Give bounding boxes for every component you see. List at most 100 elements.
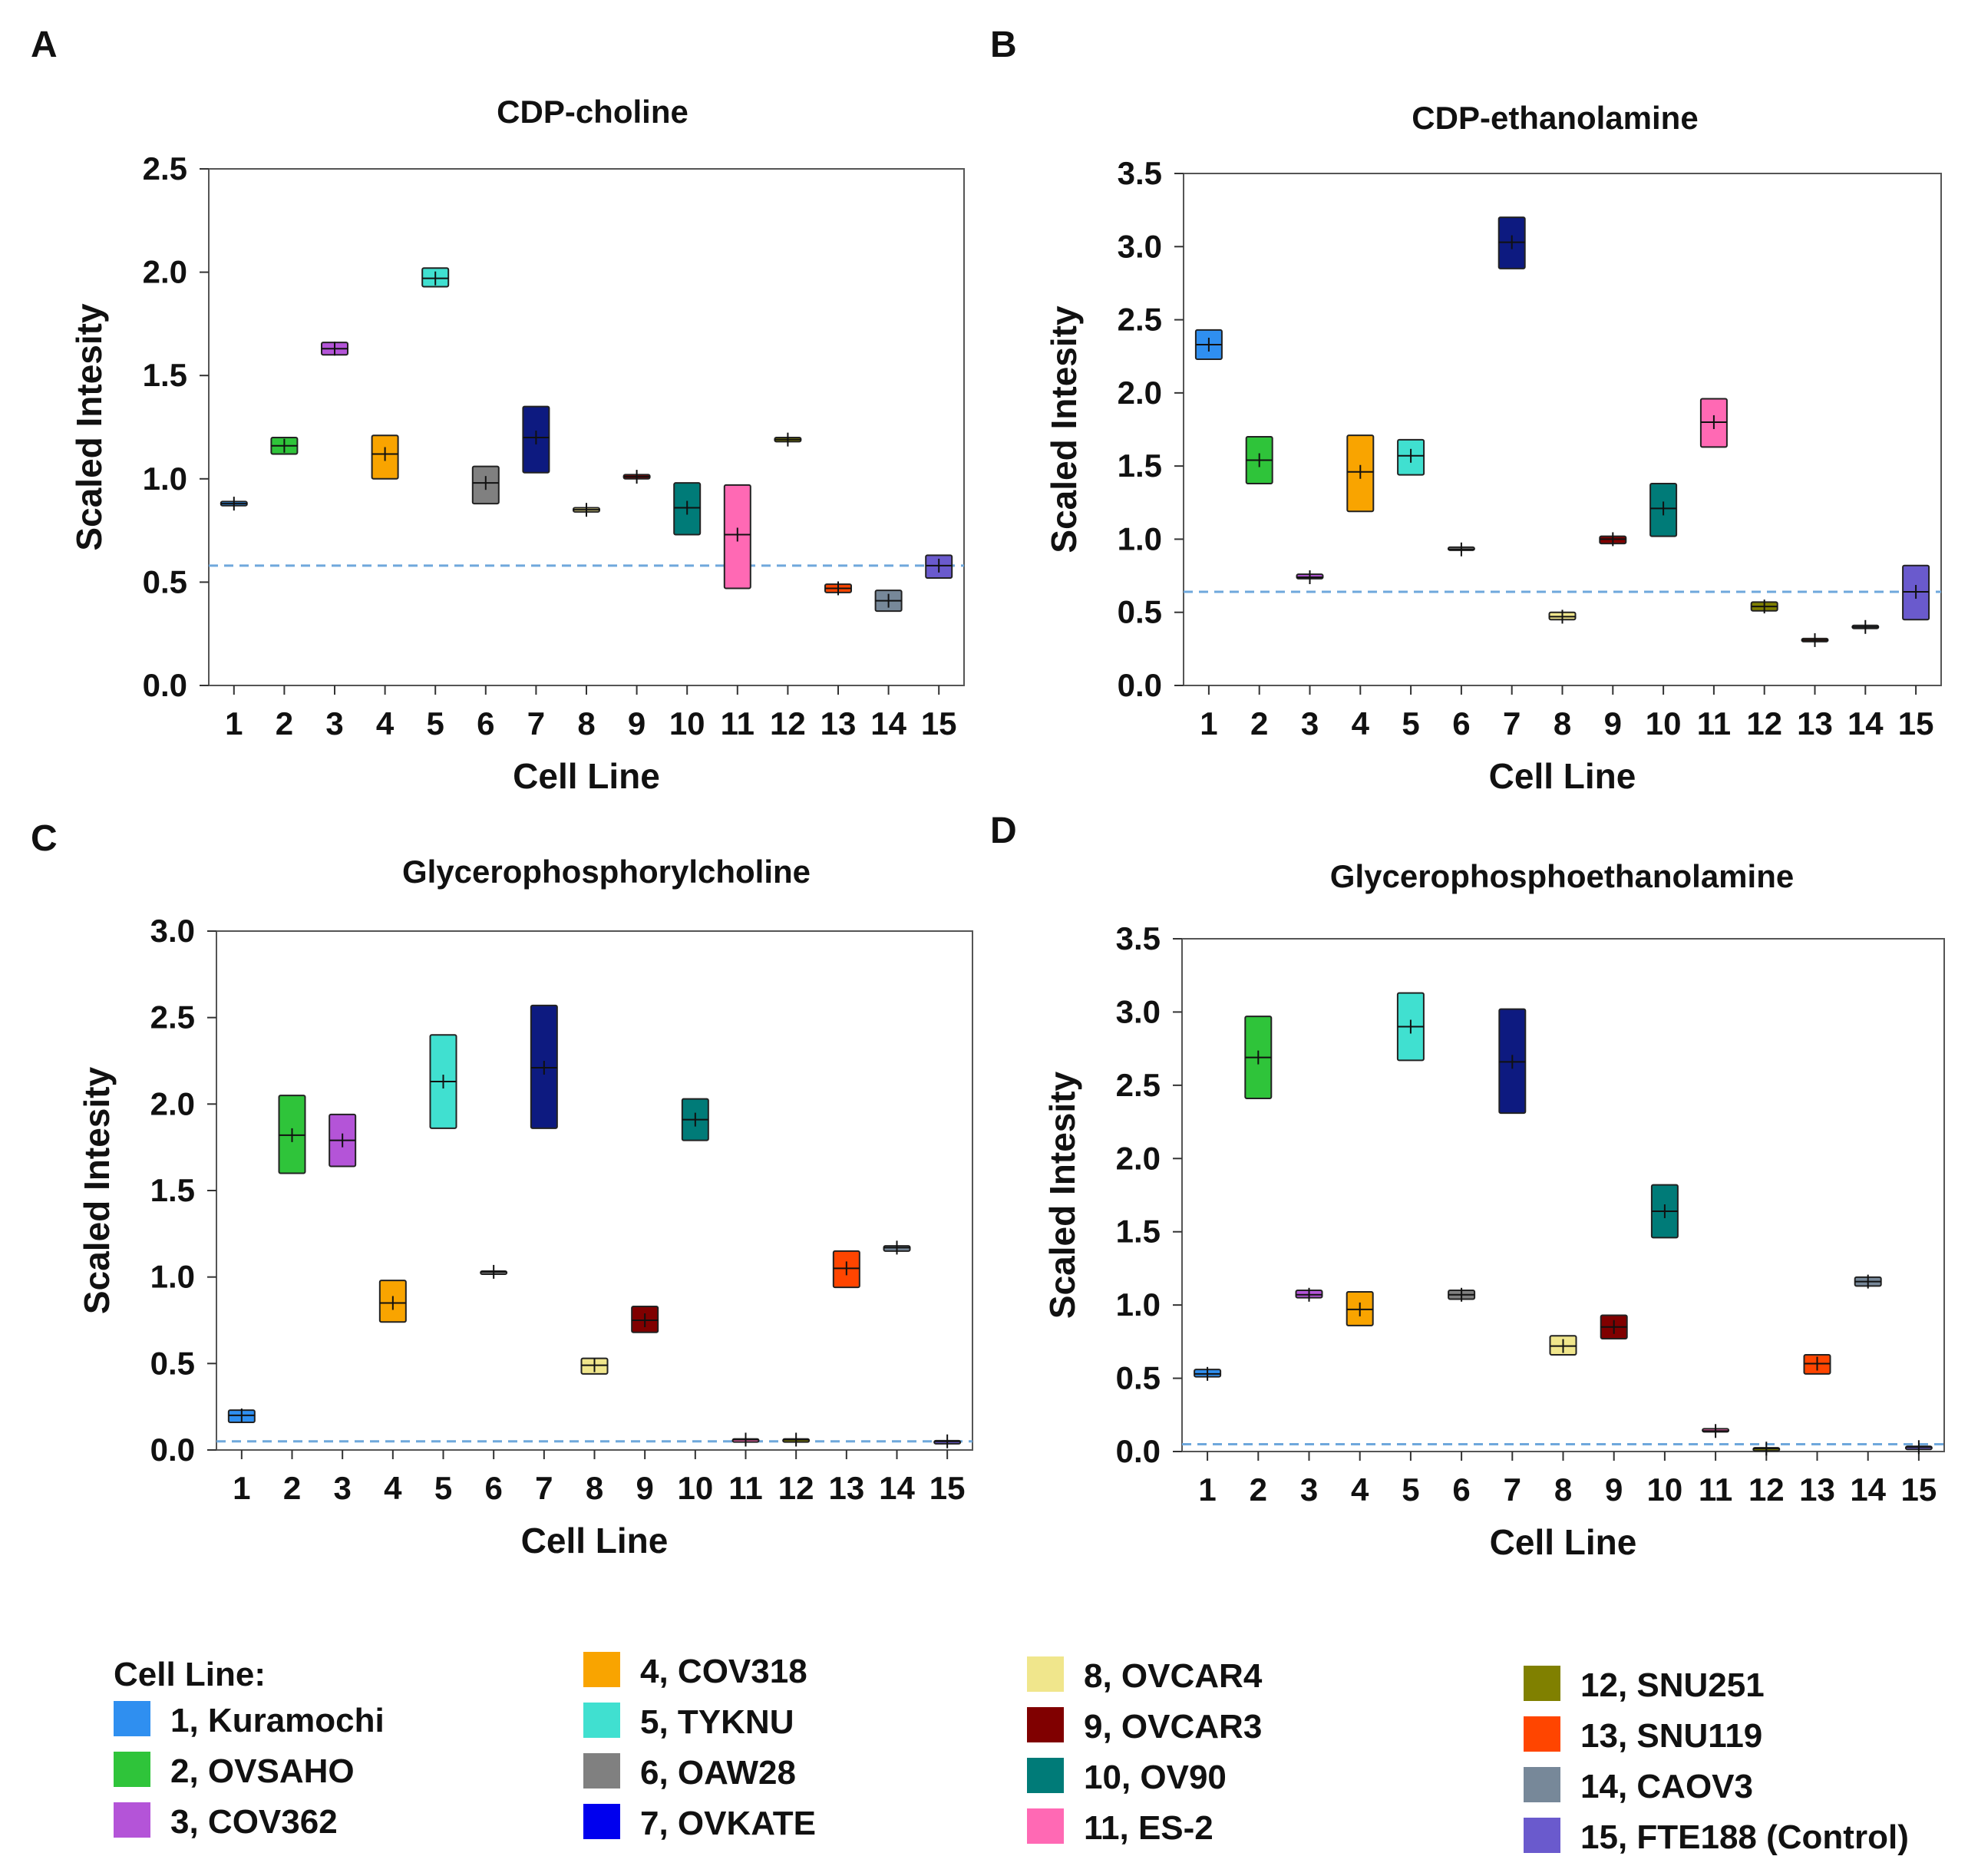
box-cell-line-12 [774, 432, 802, 447]
legend-swatch [583, 1652, 620, 1687]
legend-label: 13, SNU119 [1580, 1717, 1762, 1755]
box-cell-line-13 [1801, 632, 1829, 647]
plot-area [1183, 173, 1942, 686]
legend-item: 9, OVCAR3 [1027, 1707, 1262, 1746]
y-axis-label: Scaled Intesity [1042, 1072, 1082, 1319]
chart-title: Glycerophosphorylcholine [402, 854, 811, 890]
x-tick-label: 2 [276, 705, 293, 741]
legend-label: 3, COV362 [170, 1803, 338, 1841]
y-tick-label: 2.0 [1118, 375, 1162, 411]
legend-item: 1, Kuramochi [114, 1701, 385, 1739]
x-tick-label: 5 [1402, 1471, 1419, 1508]
box-cell-line-4 [378, 1280, 407, 1323]
legend-swatch [114, 1802, 150, 1838]
box-cell-line-8 [573, 503, 600, 517]
y-tick-label: 0.0 [1118, 667, 1162, 703]
chart-glycerophosphorylcholine: Glycerophosphorylcholine 0.0 0.5 1.0 1.5 2.0 2… [77, 854, 973, 1561]
x-tick-label: 11 [728, 1470, 762, 1506]
x-tick-label: 12 [1748, 1471, 1785, 1508]
box-cell-line-14 [1854, 1274, 1882, 1289]
x-tick-label: 12 [1746, 705, 1782, 741]
legend-swatch [1524, 1716, 1560, 1752]
x-tick-label: 4 [1352, 705, 1370, 741]
box-cell-line-7 [522, 405, 550, 474]
chart-title: Glycerophosphoethanolamine [1330, 858, 1794, 894]
box-cell-line-14 [883, 1240, 911, 1255]
legend-item: 6, OAW28 [583, 1753, 796, 1792]
x-tick-label: 6 [477, 705, 494, 741]
box-cell-line-4 [1346, 1290, 1374, 1326]
legend-swatch [1027, 1707, 1064, 1742]
box-cell-line-7 [530, 1004, 558, 1129]
x-tick-label: 11 [1697, 705, 1731, 741]
y-tick-label: 0.0 [150, 1432, 195, 1468]
legend-swatch [583, 1804, 620, 1839]
box-cell-line-14 [874, 590, 903, 613]
y-tick-label: 2.0 [143, 254, 187, 290]
box-cell-line-4 [1346, 434, 1375, 513]
x-tick-label: 10 [677, 1470, 713, 1506]
x-tick-label: 6 [1452, 705, 1470, 741]
box-cell-line-8 [1549, 1335, 1577, 1356]
x-tick-label: 10 [1647, 1471, 1683, 1508]
legend-swatch [114, 1752, 150, 1787]
box-cell-line-12 [1750, 599, 1778, 614]
legend-item: 13, SNU119 [1524, 1716, 1762, 1755]
y-axis-label: Scaled Intesity [77, 1067, 117, 1315]
y-tick-label: 2.0 [1116, 1140, 1161, 1176]
y-axis-label: Scaled Intesity [69, 303, 109, 551]
legend-item: 12, SNU251 [1524, 1666, 1765, 1704]
x-tick-label: 1 [233, 1470, 250, 1506]
x-tick-label: 12 [770, 705, 806, 741]
y-tick-label: 2.5 [150, 999, 195, 1035]
x-tick-label: 13 [1797, 705, 1833, 741]
x-tick-label: 12 [778, 1470, 814, 1506]
box-cell-line-8 [1548, 609, 1577, 624]
legend-swatch [1027, 1808, 1064, 1844]
legend: Cell Line: 1, Kuramochi 2, OVSAHO 3, COV36… [114, 1652, 1909, 1856]
x-tick-label: 14 [879, 1470, 915, 1506]
box-cell-line-15 [925, 554, 953, 580]
x-tick-label: 5 [427, 705, 444, 741]
box-cell-line-6 [1447, 542, 1475, 557]
legend-label: 5, TYKNU [640, 1703, 794, 1741]
box-cell-line-1 [1194, 329, 1223, 361]
box-cell-line-7 [1497, 216, 1526, 269]
x-tick-label: 8 [1554, 705, 1571, 741]
legend-label: 10, OV90 [1084, 1759, 1227, 1796]
box-cell-line-15 [1904, 1440, 1933, 1455]
legend-swatch [1524, 1818, 1560, 1853]
x-tick-label: 9 [628, 705, 646, 741]
x-tick-label: 15 [930, 1470, 966, 1506]
y-tick-label: 2.0 [150, 1085, 195, 1121]
x-tick-label: 7 [1503, 705, 1521, 741]
box-cell-line-1 [1194, 1366, 1222, 1381]
x-tick-label: 6 [484, 1470, 502, 1506]
x-tick-label: 4 [376, 705, 395, 741]
box-cell-line-5 [429, 1034, 457, 1129]
x-tick-label: 1 [1198, 1471, 1216, 1508]
box-cell-line-2 [1245, 436, 1273, 485]
legend-item: 2, OVSAHO [114, 1752, 355, 1790]
legend-item: 7, OVKATE [583, 1804, 816, 1842]
x-tick-label: 14 [1847, 705, 1884, 741]
legend-swatch [583, 1703, 620, 1738]
y-tick-label: 0.5 [150, 1345, 195, 1381]
box-cell-line-13 [832, 1250, 860, 1289]
plot-area [1181, 938, 1945, 1452]
y-tick-label: 3.0 [1116, 993, 1161, 1029]
box-cell-line-11 [1702, 1424, 1730, 1438]
y-tick-label: 1.0 [150, 1259, 195, 1295]
box-cell-line-12 [1752, 1442, 1781, 1456]
x-tick-label: 8 [586, 1470, 603, 1506]
legend-label: 14, CAOV3 [1580, 1768, 1753, 1805]
x-tick-label: 3 [1301, 705, 1319, 741]
y-tick-label: 0.5 [1118, 594, 1162, 630]
y-tick-label: 1.5 [143, 357, 187, 393]
box-cell-line-5 [1397, 438, 1425, 476]
y-tick-label: 2.5 [1118, 302, 1162, 338]
x-tick-label: 2 [1250, 1471, 1267, 1508]
box-cell-line-9 [1600, 1314, 1628, 1340]
chart-title: CDP-ethanolamine [1412, 100, 1698, 136]
